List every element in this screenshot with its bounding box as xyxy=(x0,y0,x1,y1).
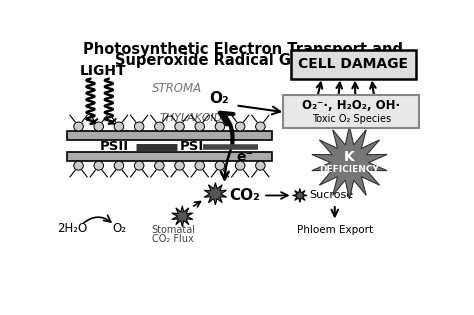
Circle shape xyxy=(236,122,245,131)
Text: DEFICIENCY: DEFICIENCY xyxy=(319,165,379,174)
Circle shape xyxy=(155,161,164,170)
Circle shape xyxy=(94,122,103,131)
Bar xyxy=(66,152,272,161)
Text: LIGHT: LIGHT xyxy=(80,64,127,78)
Circle shape xyxy=(74,122,83,131)
Circle shape xyxy=(114,161,124,170)
Circle shape xyxy=(175,161,184,170)
Circle shape xyxy=(255,122,265,131)
FancyBboxPatch shape xyxy=(291,50,416,79)
Text: O₂⁻·, H₂O₂, OH·: O₂⁻·, H₂O₂, OH· xyxy=(302,99,401,112)
Circle shape xyxy=(255,161,265,170)
FancyBboxPatch shape xyxy=(283,95,419,128)
Text: PSII: PSII xyxy=(100,140,129,153)
Text: O₂: O₂ xyxy=(209,91,229,106)
Circle shape xyxy=(155,122,164,131)
Polygon shape xyxy=(292,188,307,203)
Text: CELL DAMAGE: CELL DAMAGE xyxy=(298,57,408,71)
Text: e⁻: e⁻ xyxy=(237,150,253,164)
Text: Photosynthetic Electron Transport and: Photosynthetic Electron Transport and xyxy=(83,42,403,57)
Polygon shape xyxy=(312,126,387,199)
Text: CO₂ Flux: CO₂ Flux xyxy=(152,234,194,244)
Circle shape xyxy=(134,161,144,170)
Circle shape xyxy=(236,161,245,170)
Text: THYLAKOID: THYLAKOID xyxy=(160,113,223,123)
Circle shape xyxy=(114,122,124,131)
Text: O₂: O₂ xyxy=(113,222,127,235)
Circle shape xyxy=(134,122,144,131)
Text: Phloem Export: Phloem Export xyxy=(297,225,373,235)
FancyArrowPatch shape xyxy=(83,215,111,223)
Text: CO₂: CO₂ xyxy=(229,188,260,203)
Circle shape xyxy=(74,161,83,170)
Text: STROMA: STROMA xyxy=(152,82,202,94)
Bar xyxy=(66,131,272,140)
Text: 2H₂O: 2H₂O xyxy=(57,222,87,235)
Text: Stomatal: Stomatal xyxy=(151,225,195,235)
Circle shape xyxy=(94,161,103,170)
Circle shape xyxy=(195,161,205,170)
Circle shape xyxy=(215,161,225,170)
Polygon shape xyxy=(172,206,193,227)
Text: Toxic O₂ Species: Toxic O₂ Species xyxy=(312,114,391,124)
Text: Sucrose: Sucrose xyxy=(309,191,353,200)
Circle shape xyxy=(195,122,205,131)
Circle shape xyxy=(175,122,184,131)
Text: PSI: PSI xyxy=(179,140,204,153)
Circle shape xyxy=(215,122,225,131)
Text: K: K xyxy=(344,150,355,164)
Polygon shape xyxy=(204,183,227,205)
Text: Superoxide Radical Generation: Superoxide Radical Generation xyxy=(115,54,371,68)
